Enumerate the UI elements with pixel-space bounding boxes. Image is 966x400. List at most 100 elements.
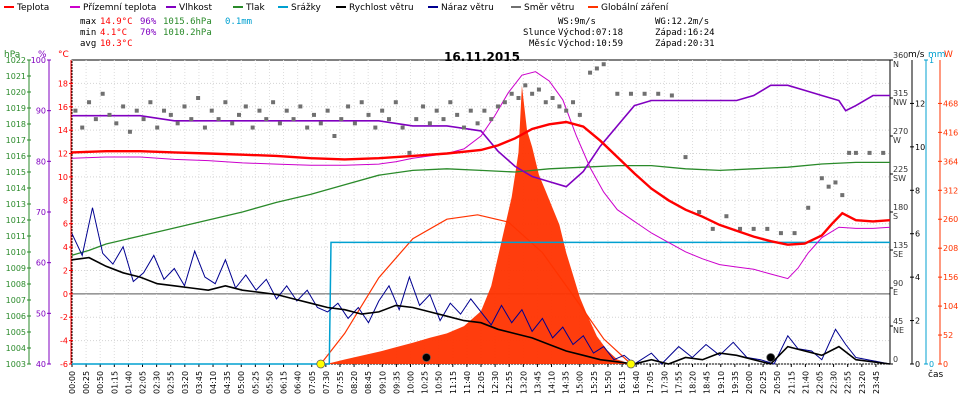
stats-max-rain: 0.1mm bbox=[225, 17, 252, 27]
info-wg: WG:12.2m/s bbox=[655, 17, 709, 27]
wind-direction-point bbox=[536, 87, 541, 92]
legend-item-teplota: Teplota bbox=[4, 3, 49, 13]
pressure-axis-tick-label: 1016 bbox=[6, 152, 26, 161]
wind-direction-point bbox=[853, 150, 858, 155]
unit-time: čas bbox=[928, 369, 943, 380]
time-tick-label: 09:10 bbox=[378, 371, 387, 394]
time-tick-label: 08:45 bbox=[364, 371, 373, 394]
wind-direction-point bbox=[305, 125, 310, 130]
wind-direction-point bbox=[393, 100, 398, 105]
wind-direction-point bbox=[840, 193, 845, 198]
radiation-clear-sky-line bbox=[320, 214, 632, 365]
stats-max-label: max bbox=[80, 17, 97, 27]
wind-direction-point bbox=[175, 121, 180, 126]
wind-direction-point bbox=[615, 91, 620, 96]
wind-direction-point bbox=[366, 112, 371, 117]
wind-direction-point bbox=[373, 125, 378, 130]
wind-direction-point bbox=[127, 129, 132, 134]
pressure-axis-tick-label: 1008 bbox=[6, 280, 26, 289]
legend-label-smer-vetru: Směr větru bbox=[524, 3, 574, 13]
unit-ms: m/s bbox=[908, 50, 925, 60]
time-tick-label: 03:20 bbox=[181, 371, 190, 394]
time-tick-label: 11:40 bbox=[463, 371, 472, 394]
direction-axis-name: W bbox=[893, 136, 901, 145]
direction-axis-deg: 180 bbox=[893, 203, 908, 212]
time-tick-label: 08:20 bbox=[350, 371, 359, 394]
radiation-axis-tick-label: 0 bbox=[943, 360, 948, 369]
time-tick-label: 07:05 bbox=[308, 371, 317, 394]
direction-axis-name: S bbox=[893, 212, 898, 221]
windspeed-axis-tick-label: 6 bbox=[915, 230, 920, 239]
time-tick-label: 23:20 bbox=[858, 371, 867, 394]
wind-direction-point bbox=[455, 112, 460, 117]
info-block: WS:9m/s WG:12.2m/s Slunce Východ:07:18 Z… bbox=[523, 17, 715, 49]
pressure-axis-tick-label: 1011 bbox=[6, 232, 26, 241]
wind-direction-point bbox=[230, 121, 235, 126]
info-sun-label: Slunce bbox=[523, 28, 556, 38]
dot-marker bbox=[422, 353, 431, 362]
direction-axis-deg: 135 bbox=[893, 241, 908, 250]
legend-label-naraz-vetru: Náraz větru bbox=[441, 3, 494, 13]
direction-axis-deg: 360 bbox=[893, 51, 908, 60]
time-tick-label: 15:25 bbox=[590, 371, 599, 394]
wind-direction-point bbox=[427, 121, 432, 126]
wind-direction-point bbox=[577, 112, 582, 117]
chart-title: 16.11.2015 bbox=[444, 50, 520, 64]
legend-item-srazky: Srážky bbox=[278, 3, 322, 13]
time-tick-label: 21:40 bbox=[801, 371, 810, 394]
time-tick-label: 17:30 bbox=[660, 371, 669, 394]
wind-direction-point bbox=[738, 226, 743, 231]
time-tick-label: 01:15 bbox=[110, 371, 119, 394]
wind-direction-point bbox=[325, 108, 330, 113]
legend-label-srazky: Srážky bbox=[291, 3, 322, 13]
temperature-axis-tick-label: 4 bbox=[63, 243, 68, 252]
wind-direction-point bbox=[833, 180, 838, 185]
time-tick-label: 19:10 bbox=[717, 371, 726, 394]
direction-axis-name: SW bbox=[893, 174, 906, 183]
wind-direction-point bbox=[656, 91, 661, 96]
sunset-marker bbox=[626, 359, 636, 369]
time-tick-label: 07:55 bbox=[336, 371, 345, 394]
wind-direction-point bbox=[107, 112, 112, 117]
radiation-axis-tick-label: 208 bbox=[943, 244, 958, 253]
direction-axis-deg: 270 bbox=[893, 127, 908, 136]
radiation-axis-tick-label: 364 bbox=[943, 157, 958, 166]
wind-direction-point bbox=[168, 112, 173, 117]
temperature-axis-tick-label: -2 bbox=[60, 313, 68, 322]
time-axis: 00:00 00:25 00:50 01:15 01:40 02:05 02:30 02:55… bbox=[68, 364, 881, 394]
time-tick-label: 12:55 bbox=[505, 371, 514, 394]
time-tick-label: 14:10 bbox=[548, 371, 557, 394]
pressure-axis-tick-label: 1012 bbox=[6, 216, 26, 225]
wind-direction-point bbox=[216, 117, 221, 122]
windspeed-axis-tick-label: 4 bbox=[915, 273, 920, 282]
pressure-axis-tick-label: 1003 bbox=[6, 360, 26, 369]
wind-direction-point bbox=[121, 104, 126, 109]
temperature-axis-tick-label: 14 bbox=[58, 126, 68, 135]
time-tick-label: 22:30 bbox=[830, 371, 839, 394]
windspeed-axis-tick-label: 8 bbox=[915, 186, 920, 195]
pressure-axis-tick-label: 1014 bbox=[6, 184, 26, 193]
radiation-axis-tick-label: 156 bbox=[943, 273, 958, 282]
direction-axis-deg: 0 bbox=[893, 355, 898, 364]
wind-direction-point bbox=[284, 108, 289, 113]
wind-direction-point bbox=[724, 214, 729, 219]
right-axes: 045NE90E135SE180S225SW270W315NW360N02468… bbox=[889, 51, 958, 369]
time-tick-label: 00:25 bbox=[82, 371, 91, 394]
wind-direction-point bbox=[847, 150, 852, 155]
wind-direction-point bbox=[189, 117, 194, 122]
wind-direction-point bbox=[421, 104, 426, 109]
wind-direction-point bbox=[588, 70, 593, 75]
unit-pct: % bbox=[38, 50, 47, 60]
direction-axis-deg: 45 bbox=[893, 317, 903, 326]
direction-axis-name: N bbox=[893, 60, 899, 69]
direction-axis-name: NE bbox=[893, 326, 904, 335]
time-tick-label: 22:05 bbox=[815, 371, 824, 394]
wind-speed-line bbox=[71, 256, 891, 365]
time-tick-label: 02:05 bbox=[139, 371, 148, 394]
wind-direction-point bbox=[318, 121, 323, 126]
time-tick-label: 09:35 bbox=[392, 371, 401, 394]
wind-direction-point bbox=[277, 121, 282, 126]
wind-direction-point bbox=[162, 108, 167, 113]
radiation-axis-tick-label: 104 bbox=[943, 302, 958, 311]
humidity-axis-tick-label: 100 bbox=[31, 56, 46, 65]
